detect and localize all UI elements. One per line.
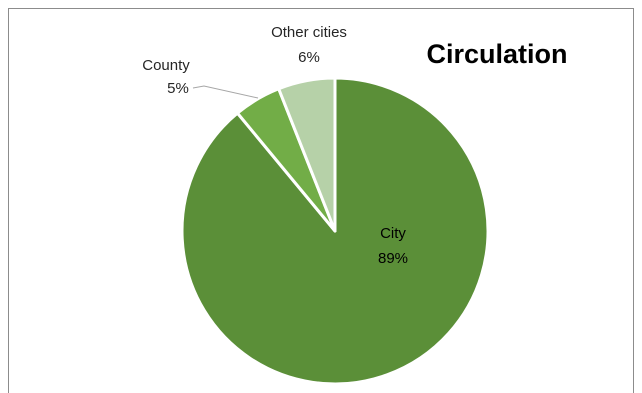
pie-slices: [180, 76, 490, 386]
slice-label-city-pct: 89%: [378, 250, 408, 267]
slice-label-county-name: County: [142, 57, 190, 74]
slice-label-other-cities-name: Other cities: [271, 24, 347, 41]
leader-line-county: [192, 85, 259, 99]
pie-labels: City 89% County 5% Other cities 6%: [142, 24, 408, 267]
pie-slice-other-cities: [277, 76, 337, 233]
chart-title: Circulation: [426, 39, 567, 69]
slice-label-city-name: City: [380, 225, 406, 242]
slice-label-other-cities-pct: 6%: [298, 49, 320, 66]
slice-label-county-pct: 5%: [167, 80, 189, 97]
